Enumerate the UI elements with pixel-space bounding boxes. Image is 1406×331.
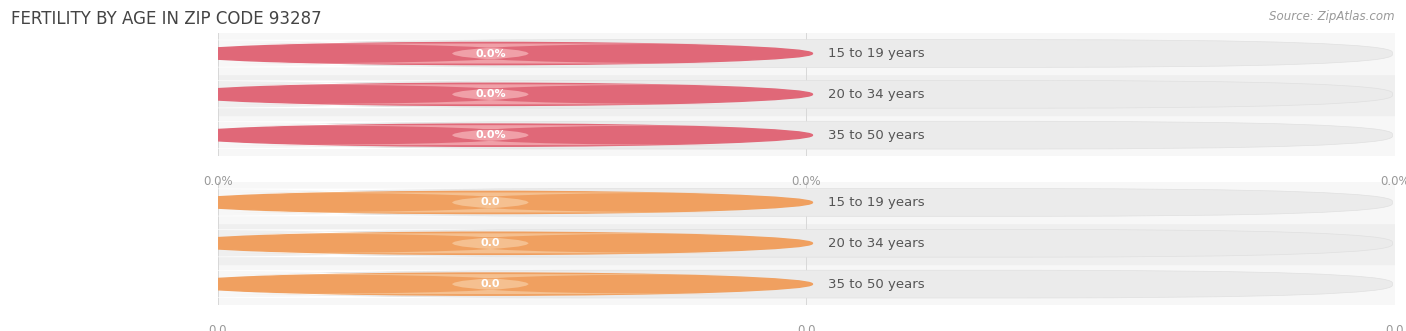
Text: 35 to 50 years: 35 to 50 years [828,129,925,142]
Text: Source: ZipAtlas.com: Source: ZipAtlas.com [1270,10,1395,23]
Text: 15 to 19 years: 15 to 19 years [828,196,925,209]
Text: 0.0: 0.0 [481,279,501,289]
FancyBboxPatch shape [221,270,1392,298]
FancyBboxPatch shape [221,229,1392,257]
FancyBboxPatch shape [97,270,574,298]
FancyBboxPatch shape [97,40,574,68]
Text: 0.0%: 0.0% [475,49,506,59]
Text: FERTILITY BY AGE IN ZIP CODE 93287: FERTILITY BY AGE IN ZIP CODE 93287 [11,10,322,28]
Circle shape [173,273,813,295]
Bar [218,264,1395,305]
Bar [218,223,1395,264]
Bar [218,115,1395,156]
Text: 0.0%: 0.0% [475,89,506,99]
FancyBboxPatch shape [235,233,747,253]
Circle shape [173,124,813,146]
Bar [218,74,1395,115]
Circle shape [173,191,813,213]
Bar [218,33,1395,74]
Text: 0.0: 0.0 [481,198,501,208]
Text: 0.0%: 0.0% [475,130,506,140]
Text: 0.0: 0.0 [481,238,501,248]
Bar [218,182,1395,223]
Text: 20 to 34 years: 20 to 34 years [828,237,925,250]
FancyBboxPatch shape [97,189,574,216]
Text: 0.0: 0.0 [208,324,228,331]
FancyBboxPatch shape [97,121,574,149]
FancyBboxPatch shape [221,80,1392,108]
FancyBboxPatch shape [235,125,747,145]
Text: 0.0%: 0.0% [1379,175,1406,188]
Text: 20 to 34 years: 20 to 34 years [828,88,925,101]
Text: 0.0%: 0.0% [202,175,233,188]
Circle shape [173,83,813,106]
Text: 0.0: 0.0 [1385,324,1405,331]
Text: 0.0: 0.0 [797,324,815,331]
FancyBboxPatch shape [235,43,747,64]
FancyBboxPatch shape [235,84,747,104]
FancyBboxPatch shape [235,192,747,213]
FancyBboxPatch shape [97,80,574,108]
Text: 15 to 19 years: 15 to 19 years [828,47,925,60]
Circle shape [173,232,813,255]
Text: 0.0%: 0.0% [792,175,821,188]
FancyBboxPatch shape [221,121,1392,149]
Text: 35 to 50 years: 35 to 50 years [828,278,925,291]
FancyBboxPatch shape [235,274,747,294]
FancyBboxPatch shape [221,189,1392,216]
Circle shape [173,42,813,65]
FancyBboxPatch shape [221,40,1392,68]
FancyBboxPatch shape [97,229,574,257]
